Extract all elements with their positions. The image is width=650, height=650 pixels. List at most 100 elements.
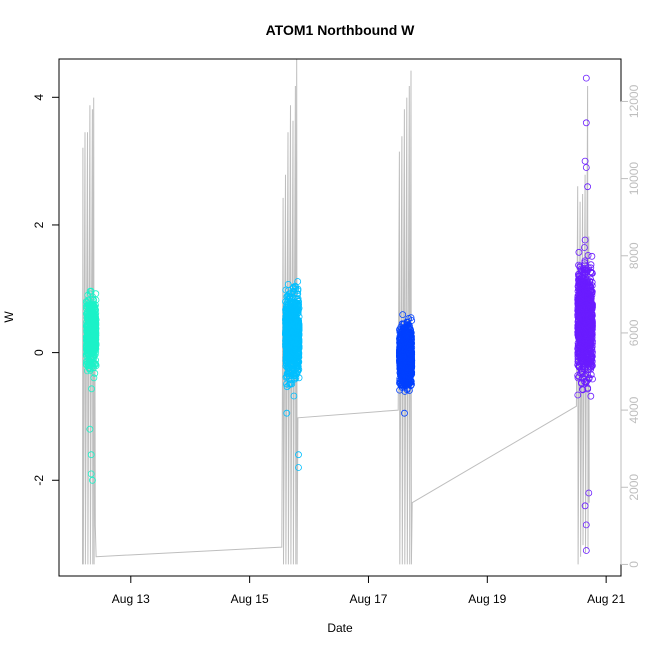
data-point (401, 351, 408, 359)
data-point (583, 313, 590, 321)
data-point (575, 272, 583, 280)
data-point (91, 369, 99, 377)
data-point (287, 324, 295, 332)
data-point (288, 380, 296, 388)
data-point (86, 338, 94, 346)
data-point (407, 332, 415, 340)
secondary-series-line (82, 58, 590, 565)
data-point (294, 290, 302, 298)
data-point (92, 335, 100, 343)
data-point (294, 328, 302, 336)
data-point (86, 348, 93, 356)
data-point (582, 266, 590, 274)
data-point (581, 326, 589, 334)
y-right-tick-label: 6000 (627, 319, 641, 346)
data-point (574, 331, 582, 339)
y-tick-label: -2 (32, 475, 46, 486)
data-point (290, 392, 298, 400)
y-right-tick-label: 10000 (627, 162, 641, 196)
data-point (578, 279, 586, 287)
data-point (576, 293, 583, 301)
data-point (294, 326, 302, 334)
data-point (90, 374, 98, 382)
y-tick-label: 0 (32, 349, 46, 356)
data-point (289, 312, 297, 320)
data-point (284, 296, 292, 304)
data-point (579, 368, 586, 376)
data-point (90, 296, 98, 304)
x-axis: Aug 13 Aug 15 Aug 17 Aug 19 Aug 21 (112, 575, 625, 606)
data-point (400, 329, 408, 337)
data-point (405, 315, 413, 322)
data-point (581, 270, 588, 278)
data-point (589, 375, 596, 383)
data-point (284, 351, 291, 358)
data-point (293, 342, 301, 350)
data-point (587, 268, 594, 276)
y-axis: -2 0 2 4 (32, 94, 60, 486)
data-point (290, 374, 298, 382)
y-axis-label: W (2, 311, 16, 323)
data-point (83, 333, 91, 341)
data-point (396, 356, 404, 363)
data-point (581, 257, 589, 265)
data-point (285, 286, 293, 294)
data-point (283, 357, 291, 365)
x-tick-label: Aug 17 (349, 592, 387, 606)
plot-frame (58, 58, 622, 577)
data-point (585, 489, 593, 497)
data-point (399, 311, 407, 319)
points-layer (82, 74, 596, 554)
data-point (91, 333, 98, 341)
data-point (585, 352, 592, 360)
x-tick-label: Aug 15 (231, 592, 269, 606)
data-point (583, 326, 591, 334)
data-point (582, 74, 590, 82)
data-point (575, 280, 582, 288)
data-point (291, 371, 299, 379)
data-point (578, 346, 586, 354)
data-point (89, 476, 96, 484)
data-point (291, 303, 299, 311)
data-point (282, 317, 290, 324)
data-point (586, 332, 594, 340)
data-point (581, 502, 589, 510)
data-point (287, 329, 295, 337)
data-point (579, 386, 587, 394)
data-point (292, 350, 300, 358)
data-point (283, 344, 291, 352)
data-point (294, 362, 301, 369)
data-point (581, 157, 589, 165)
data-point (585, 374, 593, 382)
y-right-tick-label: 8000 (627, 242, 641, 269)
data-point (282, 286, 290, 294)
data-point (286, 295, 294, 303)
data-point (284, 329, 292, 337)
data-point (293, 299, 301, 307)
y-right-tick-label: 0 (627, 561, 641, 568)
data-point (582, 164, 590, 171)
data-point (293, 316, 301, 324)
data-point (89, 314, 97, 322)
data-point (87, 470, 95, 478)
data-point (89, 296, 97, 303)
data-point (87, 451, 95, 459)
data-point (583, 310, 591, 318)
data-point (404, 346, 412, 354)
data-point (282, 306, 290, 314)
data-point (292, 324, 300, 331)
data-point (588, 252, 596, 260)
data-point (295, 464, 302, 471)
data-point (283, 325, 291, 333)
data-point (587, 275, 594, 283)
data-point (83, 318, 90, 326)
data-point (294, 334, 302, 342)
data-point (575, 316, 583, 324)
data-point (84, 325, 91, 333)
data-point (295, 451, 302, 459)
data-point (580, 375, 588, 383)
secondary-line-layer (82, 58, 590, 565)
data-point (402, 364, 410, 372)
data-point (581, 259, 589, 267)
data-point (290, 283, 297, 291)
